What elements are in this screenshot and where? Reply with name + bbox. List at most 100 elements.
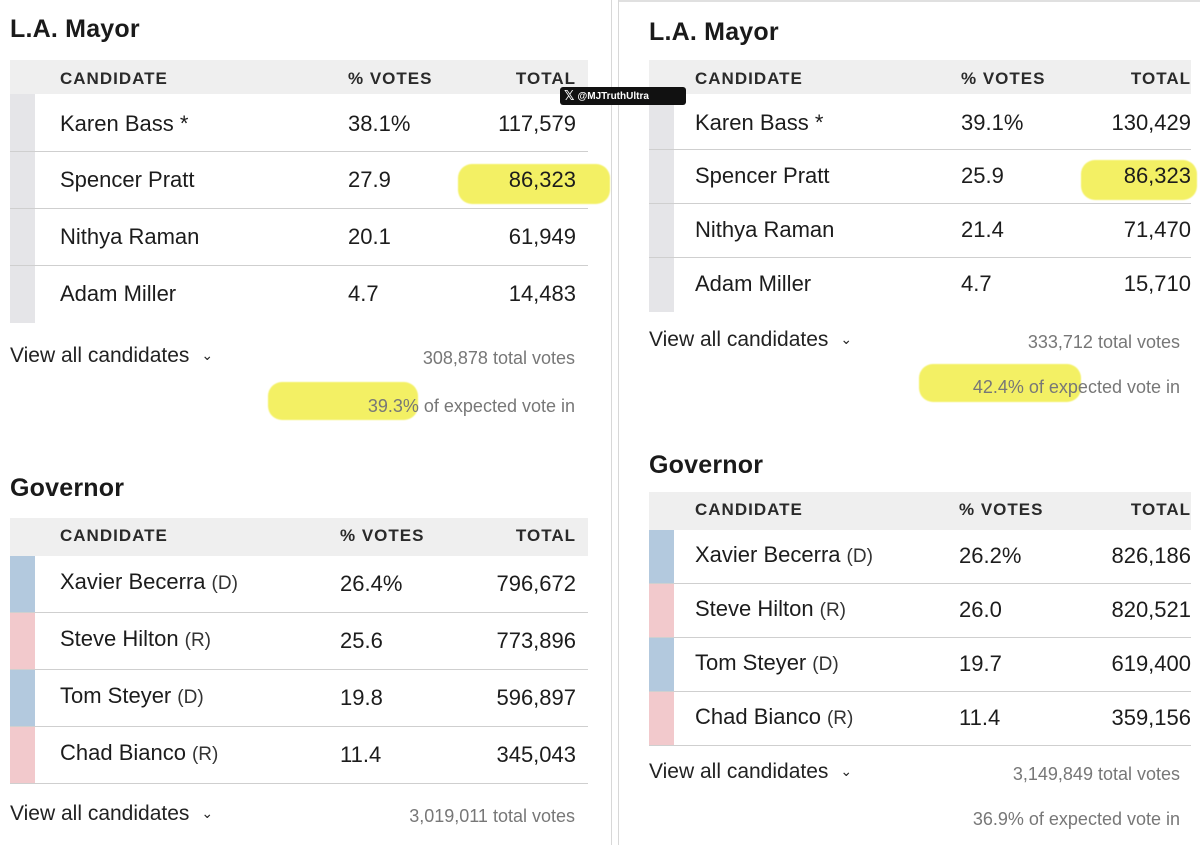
view-all-label: View all candidates (649, 328, 829, 351)
vote-total: 820,521 (1111, 597, 1191, 622)
vote-percent: 26.0 (959, 597, 1002, 622)
highlight-mark (919, 364, 1081, 402)
party-color-bar (10, 613, 35, 669)
chevron-down-icon: ⌄ (201, 347, 214, 363)
governor-race: Governor (649, 451, 763, 480)
vote-percent: 27.9 (348, 167, 391, 192)
party-color-bar (649, 692, 674, 745)
view-all-label: View all candidates (649, 760, 829, 783)
candidate-name: Adam Miller (695, 271, 812, 296)
vote-total: 826,186 (1111, 543, 1191, 568)
candidate-name: Steve Hilton (R) (695, 596, 847, 621)
vote-percent: 11.4 (340, 742, 382, 767)
total-votes: 3,019,011 total votes (409, 806, 575, 826)
table-row: Spencer Pratt 25.9 86,323 (649, 150, 1191, 204)
candidate-name: Karen Bass * (60, 111, 189, 136)
view-all-label: View all candidates (10, 802, 190, 825)
table-header: CANDIDATE % VOTES TOTAL (10, 60, 588, 94)
total-votes: 308,878 total votes (422, 348, 575, 368)
candidate-name: Chad Bianco (R) (695, 704, 854, 729)
party-color-bar (10, 556, 35, 612)
candidate-name: Spencer Pratt (60, 167, 195, 192)
party-color-bar (10, 727, 35, 783)
table-row: Steve Hilton (R) 25.6 773,896 (10, 613, 588, 670)
party-color-bar (649, 530, 674, 583)
pct-votes-header: % VOTES (340, 526, 425, 545)
party-color-bar (649, 638, 674, 691)
table-row: Chad Bianco (R) 11.4 345,043 (10, 727, 588, 784)
table-header: CANDIDATE % VOTES TOTAL (10, 518, 588, 556)
table-row: Adam Miller 4.7 14,483 (10, 266, 588, 323)
table-header: CANDIDATE % VOTES TOTAL (649, 492, 1191, 530)
vote-total: 71,470 (1123, 217, 1191, 242)
party-color-bar (649, 258, 674, 312)
total-votes: 3,149,849 total votes (1012, 764, 1180, 784)
vote-percent: 26.4% (340, 571, 403, 596)
party-color-bar (649, 584, 674, 637)
view-all-candidates-link[interactable]: View all candidates ⌄ (10, 344, 213, 368)
view-all-candidates-link[interactable]: View all candidates ⌄ (10, 802, 213, 826)
candidate-name: Adam Miller (60, 281, 177, 306)
total-header: TOTAL (1130, 69, 1191, 88)
party-color-bar (10, 94, 35, 151)
party-color-bar (649, 204, 674, 257)
vote-percent: 19.8 (340, 685, 383, 710)
vote-total: 345,043 (496, 742, 576, 767)
watermark-badge: 𝕏 @MJTruthUltra (560, 87, 686, 105)
table-row: Nithya Raman 21.4 71,470 (649, 204, 1191, 258)
mayor-results-table: CANDIDATE % VOTES TOTAL Karen Bass * 39.… (649, 60, 1197, 312)
expected-vote-in: 39.3% of expected vote in (367, 396, 575, 416)
table-row: Xavier Becerra (D) 26.2% 826,186 (649, 530, 1191, 584)
left-results-panel: L.A. Mayor CANDIDATE % VOTES TOTAL Karen… (10, 0, 612, 845)
right-results-panel: L.A. Mayor CANDIDATE % VOTES TOTAL Karen… (618, 0, 1200, 845)
highlight-mark (458, 164, 610, 204)
vote-percent: 25.9 (961, 163, 1004, 188)
vote-percent: 4.7 (961, 271, 992, 296)
governor-results-table: CANDIDATE % VOTES TOTAL Xavier Becerra (D… (649, 492, 1191, 746)
vote-total: 117,579 (498, 111, 576, 136)
view-all-candidates-link[interactable]: View all candidates ⌄ (649, 328, 852, 352)
pct-votes-header: % VOTES (961, 69, 1046, 88)
vote-percent: 26.2% (959, 543, 1022, 568)
race-title: Governor (10, 474, 125, 502)
candidate-name: Chad Bianco (R) (60, 740, 219, 765)
pct-votes-header: % VOTES (959, 500, 1044, 519)
table-row: Tom Steyer (D) 19.8 596,897 (10, 670, 588, 727)
vote-total: 619,400 (1111, 651, 1191, 676)
vote-total: 86,323 (1123, 163, 1191, 188)
total-header: TOTAL (1130, 500, 1191, 519)
table-row: Xavier Becerra (D) 26.4% 796,672 (10, 556, 588, 613)
candidate-name: Nithya Raman (695, 217, 835, 242)
table-row: Steve Hilton (R) 26.0 820,521 (649, 584, 1191, 638)
table-row: Adam Miller 4.7 15,710 (649, 258, 1191, 312)
pct-votes-header: % VOTES (348, 69, 433, 88)
race-title: Governor (649, 451, 764, 479)
watermark-handle: @MJTruthUltra (577, 90, 649, 102)
table-row: Karen Bass * 39.1% 130,429 (649, 94, 1191, 150)
candidate-name: Tom Steyer (D) (60, 683, 204, 708)
party-color-bar (10, 670, 35, 726)
vote-percent: 4.7 (348, 281, 379, 306)
candidate-header: CANDIDATE (60, 526, 168, 545)
governor-race: Governor (10, 474, 124, 503)
mayor-race: L.A. Mayor (10, 15, 140, 44)
highlight-mark (268, 382, 418, 420)
vote-total: 796,672 (496, 571, 576, 596)
chevron-down-icon: ⌄ (840, 331, 853, 347)
party-color-bar (10, 152, 35, 208)
total-header: TOTAL (515, 69, 576, 88)
total-header: TOTAL (515, 526, 576, 545)
candidate-name: Xavier Becerra (D) (695, 542, 873, 567)
vote-total: 130,429 (1111, 110, 1191, 135)
table-row: Spencer Pratt 27.9 86,323 (10, 152, 588, 209)
vote-total: 596,897 (496, 685, 576, 710)
table-row: Karen Bass * 38.1% 117,579 (10, 94, 588, 152)
table-header: CANDIDATE % VOTES TOTAL (649, 60, 1191, 94)
race-title: L.A. Mayor (649, 18, 779, 46)
view-all-candidates-link[interactable]: View all candidates ⌄ (649, 760, 852, 784)
candidate-name: Tom Steyer (D) (695, 650, 839, 675)
mayor-results-table: CANDIDATE % VOTES TOTAL Karen Bass * 38.… (10, 60, 610, 323)
vote-total: 86,323 (508, 167, 576, 192)
highlight-mark (1081, 160, 1197, 200)
candidate-name: Nithya Raman (60, 224, 200, 249)
